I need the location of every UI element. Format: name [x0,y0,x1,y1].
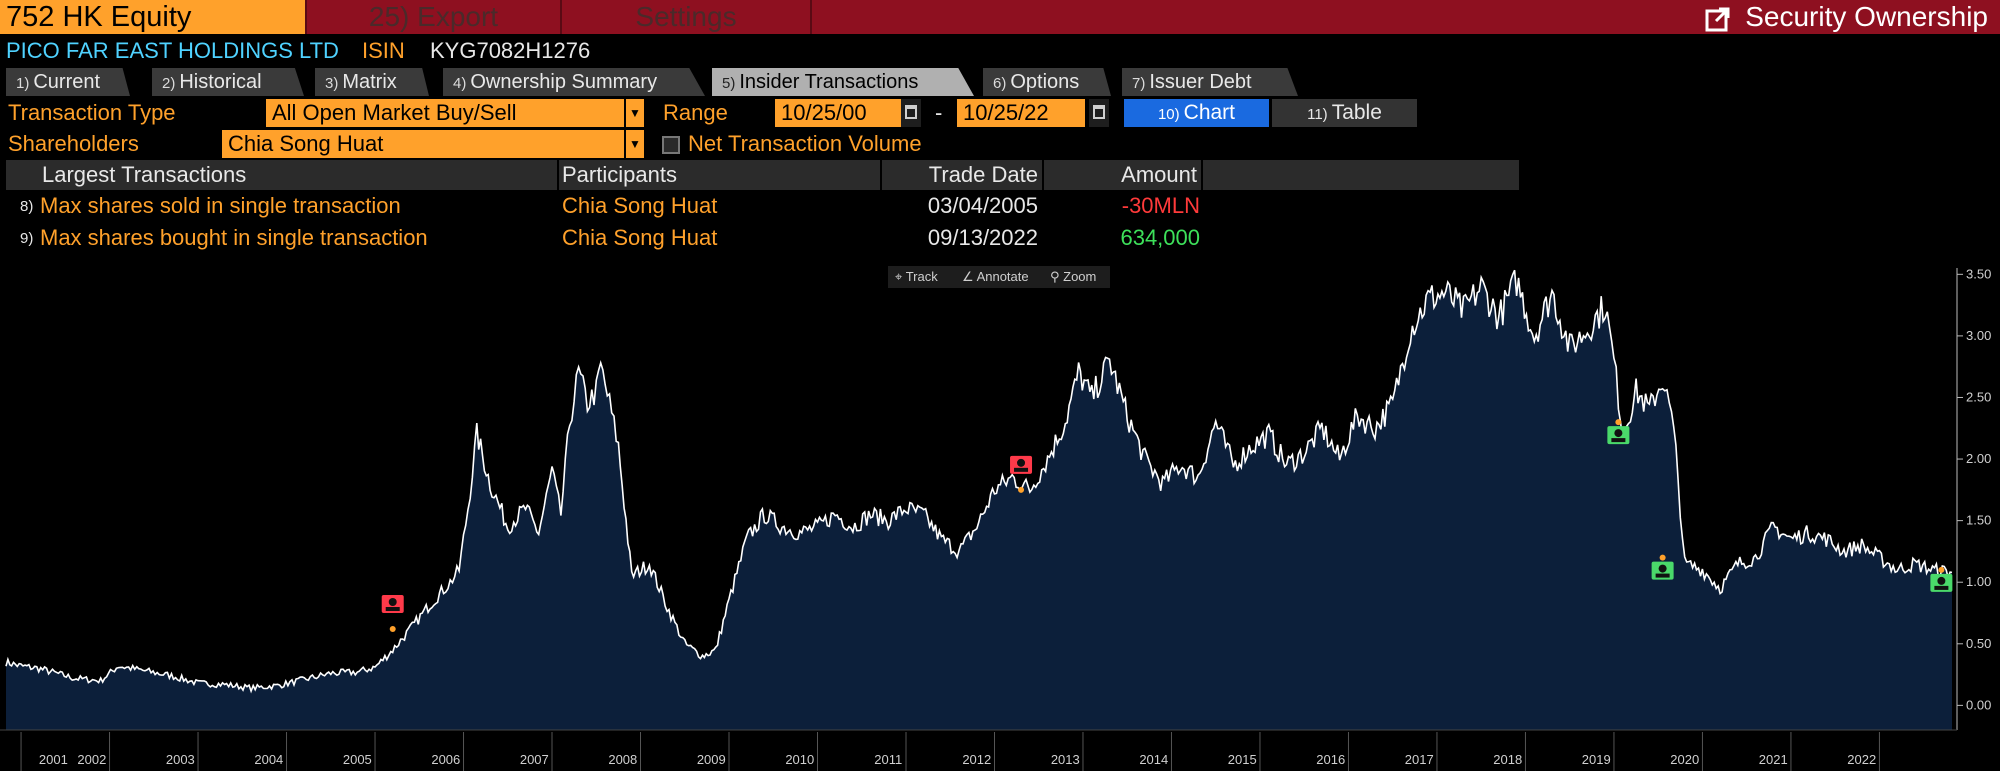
buy-marker[interactable] [1607,419,1630,445]
settings-button[interactable]: Settings [560,0,812,34]
y-tick-label: 1.50 [1966,513,1991,528]
row-participant: Chia Song Huat [562,225,718,250]
shareholder-select[interactable]: Chia Song Huat [222,130,624,158]
page-title: Security Ownership [1745,1,1988,32]
zoom-tool[interactable]: ⚲ Zoom [1050,269,1097,284]
table-row[interactable]: 9) Max shares bought in single transacti… [0,223,1520,255]
range-start-calendar-icon[interactable] [901,99,921,127]
table-row[interactable]: 8) Max shares sold in single transaction… [0,191,1520,223]
row-label: Max shares sold in single transaction [40,193,401,218]
column-divider [1201,160,1203,190]
tab-ownership-summary[interactable]: 4) Ownership Summary [443,68,705,96]
row-number: 9) [20,230,34,247]
row-number: 8) [20,198,34,215]
range-end-calendar-icon[interactable] [1089,99,1109,127]
column-divider [880,160,882,190]
y-tick-label: 3.00 [1966,328,1991,343]
column-divider [1042,160,1044,190]
buy-marker[interactable] [1930,566,1953,592]
transaction-type-label: Transaction Type [8,100,176,125]
transaction-type-select[interactable]: All Open Market Buy/Sell [266,99,624,127]
range-label: Range [663,100,728,125]
isin-label: ISIN [362,38,405,63]
x-tick-label: 2017 [1405,752,1434,767]
tab-historical[interactable]: 2) Historical [152,68,304,96]
row-amount: 634,000 [1120,225,1200,250]
row-label: Max shares bought in single transaction [40,225,428,250]
x-tick-label: 2005 [343,752,372,767]
x-tick-label: 2018 [1493,752,1522,767]
function-title[interactable]: Security Ownership [1705,0,1988,34]
x-tick-label: 2014 [1139,752,1168,767]
tab-insider-transactions[interactable]: 5) Insider Transactions [712,68,974,96]
x-tick-label: 2009 [697,752,726,767]
y-tick-label: 3.50 [1966,266,1991,281]
tab-matrix[interactable]: 3) Matrix [315,68,429,96]
range-start-input[interactable]: 10/25/00 [775,99,901,127]
range-end-input[interactable]: 10/25/22 [957,99,1085,127]
x-tick-label: 2021 [1759,752,1788,767]
col-trade-date: Trade Date [928,162,1038,187]
sell-marker[interactable] [381,595,404,633]
table-button[interactable]: 11) Table [1272,99,1417,127]
title-bar [0,0,2000,34]
price-line [5,269,1953,694]
x-tick-label: 2022 [1847,752,1876,767]
x-tick-label: 2012 [962,752,991,767]
chart-toolbar [888,266,1110,288]
popout-icon [1705,7,1730,32]
col-participants: Participants [562,162,677,187]
transactions-table-header [6,160,1519,190]
shareholders-label: Shareholders [8,131,139,156]
crosshair-icon: ⌖ [895,269,906,284]
track-tool[interactable]: ⌖ Track [895,269,938,284]
tab-options[interactable]: 6) Options [983,68,1111,96]
sell-marker[interactable] [1010,455,1033,493]
x-tick-label: 2013 [1051,752,1080,767]
column-divider [557,160,559,190]
row-trade-date: 09/13/2022 [927,225,1038,250]
col-amount: Amount [1121,162,1197,187]
ticker-field[interactable]: 752 HK Equity [0,0,305,34]
x-tick-label: 2015 [1228,752,1257,767]
x-tick-label: 2003 [166,752,195,767]
y-tick-label: 2.00 [1966,451,1991,466]
x-tick-label: 2008 [608,752,637,767]
x-tick-label: 2002 [77,752,106,767]
x-tick-label: 2016 [1316,752,1345,767]
row-trade-date: 03/04/2005 [927,193,1038,218]
pencil-icon: ∠ [962,269,977,284]
buy-marker[interactable] [1651,554,1674,580]
company-name: PICO FAR EAST HOLDINGS LTD [6,38,339,63]
magnifier-icon: ⚲ [1050,269,1064,284]
row-amount: -30MLN [1121,193,1200,218]
x-tick-label: 2020 [1670,752,1699,767]
x-tick-label: 2006 [431,752,460,767]
x-tick-label: 2001 [39,752,68,767]
y-tick-label: 0.00 [1966,697,1991,712]
isin-value: KYG7082H1276 [430,38,591,63]
x-tick-label: 2011 [874,752,902,767]
row-participant: Chia Song Huat [562,193,718,218]
x-tick-label: 2010 [785,752,814,767]
net-volume-label[interactable]: Net Transaction Volume [688,131,922,156]
tab-issuer-debt[interactable]: 7) Issuer Debt [1122,68,1298,96]
x-tick-label: 2007 [520,752,549,767]
y-tick-label: 2.50 [1966,389,1991,404]
price-chart[interactable]: 0.00 0.50 1.00 1.50 2.00 2.50 3.00 3.50 2001 200… [0,262,2000,771]
price-area [6,270,1952,730]
chart-button[interactable]: 10) Chart [1124,99,1269,127]
range-separator: - [935,100,943,125]
y-tick-label: 0.50 [1966,636,1991,651]
col-largest-transactions: Largest Transactions [42,162,247,187]
annotate-tool[interactable]: ∠ Annotate [962,269,1029,284]
x-tick-label: 2019 [1582,752,1611,767]
export-button[interactable]: 25) Export [305,0,560,34]
y-tick-label: 1.00 [1966,574,1991,589]
net-volume-checkbox[interactable] [662,136,680,154]
transaction-type-dropdown-icon[interactable]: ▼ [626,99,644,127]
shareholder-dropdown-icon[interactable]: ▼ [626,130,644,158]
x-tick-label: 2004 [254,752,283,767]
tab-current[interactable]: 1) Current [6,68,130,96]
